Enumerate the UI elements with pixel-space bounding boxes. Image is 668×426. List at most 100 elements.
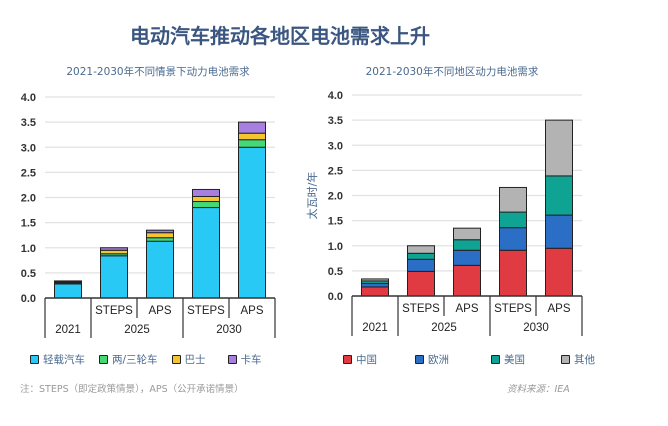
bar-segment bbox=[499, 186, 527, 213]
y-tick-label: 0.0 bbox=[21, 293, 36, 305]
x-sub-label: STEPS bbox=[95, 305, 133, 317]
bar-segment bbox=[361, 278, 389, 282]
bar-segment bbox=[453, 264, 481, 297]
y-tick-label: 4.0 bbox=[21, 92, 36, 104]
legend-swatch bbox=[415, 355, 424, 364]
bar-segment bbox=[453, 249, 481, 266]
legend-item: 轻载汽车 bbox=[30, 352, 85, 367]
bar-segment bbox=[238, 121, 266, 134]
legend-label: 欧洲 bbox=[428, 354, 449, 366]
x-group-label: 2021 bbox=[362, 322, 388, 334]
bar-segment bbox=[54, 283, 82, 299]
y-tick-label: 0.5 bbox=[21, 268, 36, 280]
bar-segment bbox=[407, 258, 435, 272]
legend-swatch bbox=[30, 355, 39, 364]
bar-segment bbox=[499, 211, 527, 229]
x-group-label: 2030 bbox=[216, 324, 242, 336]
bar-segment bbox=[545, 247, 573, 297]
y-tick-label: 1.5 bbox=[328, 216, 343, 228]
footnote: 注：STEPS（即定政策情景），APS（公开承诺情景） bbox=[20, 384, 244, 395]
bar-segment bbox=[238, 139, 266, 148]
bar-segment bbox=[146, 232, 174, 239]
y-tick-label: 2.5 bbox=[21, 167, 36, 179]
x-sub-label: STEPS bbox=[494, 303, 532, 315]
y-tick-label: 1.5 bbox=[21, 218, 36, 230]
main-title: 电动汽车推动各地区电池需求上升 bbox=[130, 24, 430, 48]
bar-segment bbox=[146, 229, 174, 234]
x-sub-label: APS bbox=[240, 305, 263, 317]
legend-swatch bbox=[99, 355, 108, 364]
legend-swatch bbox=[561, 355, 570, 364]
bar-segment bbox=[146, 240, 174, 299]
bar-segment bbox=[192, 195, 220, 203]
legend-swatch bbox=[227, 355, 237, 364]
bar-segment bbox=[499, 227, 527, 251]
bar-segment bbox=[238, 132, 266, 141]
legend-label: 卡车 bbox=[240, 354, 262, 366]
y-tick-label: 3.0 bbox=[21, 142, 36, 154]
bar-segment bbox=[100, 255, 128, 299]
bar-segment bbox=[545, 119, 573, 177]
bar-segment bbox=[407, 252, 435, 260]
bar-segment bbox=[407, 245, 435, 254]
y-tick-label: 2.0 bbox=[21, 193, 36, 205]
x-group-label: 2030 bbox=[523, 322, 549, 334]
x-sub-label: APS bbox=[148, 305, 171, 317]
y-tick-label: 0.5 bbox=[328, 266, 343, 278]
bar-segment bbox=[192, 207, 220, 299]
x-sub-label: APS bbox=[547, 303, 570, 315]
chart-title: 2021-2030年不同情景下动力电池需求 bbox=[66, 65, 250, 78]
legend-item: 其他 bbox=[561, 352, 595, 367]
legend-label: 两/三轮车 bbox=[112, 354, 158, 366]
y-tick-label: 4.0 bbox=[328, 90, 343, 102]
legend-item: 美国 bbox=[491, 352, 525, 367]
legend-swatch bbox=[343, 355, 352, 364]
bar-segment bbox=[146, 237, 174, 242]
bar-segment bbox=[545, 214, 573, 249]
legend-item: 两/三轮车 bbox=[99, 352, 158, 367]
bar-segment bbox=[100, 247, 128, 251]
y-axis-label: 太瓦时/年 bbox=[305, 172, 319, 220]
bar-segment bbox=[238, 146, 266, 299]
legend-swatch bbox=[171, 355, 181, 364]
y-tick-label: 3.5 bbox=[21, 117, 36, 129]
bar-segment bbox=[361, 286, 389, 297]
x-sub-label: APS bbox=[455, 303, 478, 315]
x-group-label: 2025 bbox=[124, 324, 150, 336]
bar-segment bbox=[545, 175, 573, 216]
bar-segment bbox=[453, 227, 481, 241]
x-group-label: 2025 bbox=[431, 322, 457, 334]
legend-scenario: 轻载汽车 两/三轮车 巴士 卡车 bbox=[30, 352, 262, 367]
y-tick-label: 2.0 bbox=[328, 191, 343, 203]
legend-label: 美国 bbox=[504, 354, 525, 366]
y-tick-label: 0.0 bbox=[328, 291, 343, 303]
y-tick-label: 2.5 bbox=[328, 165, 343, 177]
y-tick-label: 1.0 bbox=[328, 241, 343, 253]
x-sub-label: STEPS bbox=[402, 303, 440, 315]
bar-segment bbox=[361, 282, 389, 288]
chart-title: 2021-2030年不同地区动力电池需求 bbox=[366, 65, 539, 78]
legend-label: 轻载汽车 bbox=[43, 354, 85, 366]
legend-label: 巴士 bbox=[184, 354, 206, 366]
bar-segment bbox=[192, 188, 220, 197]
bar-segment bbox=[100, 249, 128, 255]
x-sub-label: STEPS bbox=[187, 305, 225, 317]
legend-item: 巴士 bbox=[171, 352, 206, 367]
y-axis-label: 太瓦时/年 bbox=[0, 174, 1, 222]
legend-item: 卡车 bbox=[227, 352, 262, 367]
legend-label: 其他 bbox=[574, 354, 595, 366]
legend-region: 中国 欧洲 美国 其他 bbox=[343, 352, 595, 367]
y-tick-label: 3.5 bbox=[328, 115, 343, 127]
y-tick-label: 1.0 bbox=[21, 243, 36, 255]
legend-swatch bbox=[491, 355, 500, 364]
bar-segment bbox=[499, 249, 527, 297]
source-note: 资料来源：IEA bbox=[507, 384, 570, 395]
bar-segment bbox=[54, 280, 82, 283]
x-group-label: 2021 bbox=[55, 324, 81, 336]
legend-item: 欧洲 bbox=[415, 352, 449, 367]
legend-item: 中国 bbox=[343, 352, 377, 367]
bar-segment bbox=[192, 201, 220, 209]
y-tick-label: 3.0 bbox=[328, 140, 343, 152]
bar-segment bbox=[453, 239, 481, 251]
